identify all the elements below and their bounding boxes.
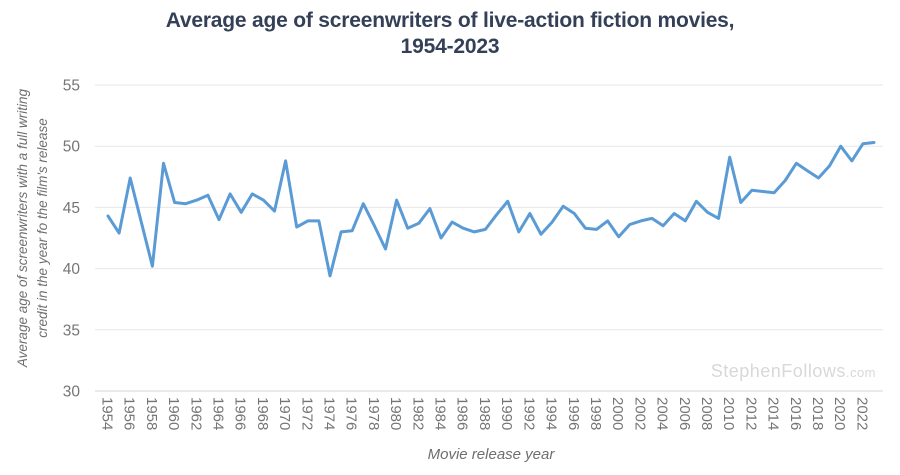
x-tick-label: 2006 <box>676 397 693 430</box>
x-tick-label: 1996 <box>565 397 582 430</box>
x-tick-label: 1982 <box>409 397 426 430</box>
x-tick-label: 2002 <box>631 397 648 430</box>
x-tick-label: 2022 <box>853 397 870 430</box>
chart-title-line1: Average age of screenwriters of live-act… <box>165 9 735 32</box>
gridlines <box>95 84 883 392</box>
x-tick-label: 1990 <box>498 397 515 430</box>
y-tick-label: 55 <box>63 78 80 95</box>
x-tick-label: 1964 <box>210 397 227 430</box>
x-tick-label: 1958 <box>143 397 160 430</box>
x-tick-label: 1986 <box>454 397 471 430</box>
y-tick-labels: 30 35 40 45 50 55 <box>63 78 81 401</box>
x-tick-label: 2014 <box>765 397 782 430</box>
x-tick-label: 2012 <box>742 397 759 430</box>
y-axis-label-line1: Average age of screenwriters with a full… <box>15 88 30 368</box>
x-tick-label: 1966 <box>232 397 249 430</box>
x-tick-label: 1954 <box>99 397 116 430</box>
y-tick-label: 40 <box>63 261 81 278</box>
x-tick-labels: 1954 1956 1958 1960 1962 1964 1966 1968 1970 1972… <box>99 397 871 430</box>
watermark-suffix: .com <box>845 365 876 380</box>
watermark: StephenFollows.com <box>711 361 876 382</box>
x-tick-label: 1980 <box>387 397 404 430</box>
x-tick-label: 1984 <box>432 397 449 430</box>
x-tick-label: 1962 <box>187 397 204 430</box>
y-tick-label: 30 <box>63 384 81 401</box>
x-tick-label: 1978 <box>365 397 382 430</box>
x-tick-label: 1970 <box>276 397 293 430</box>
x-tick-label: 1960 <box>165 397 182 430</box>
y-axis-label: Average age of screenwriters with a full… <box>13 58 53 398</box>
y-tick-label: 45 <box>63 200 80 217</box>
x-tick-label: 1994 <box>543 397 560 430</box>
y-axis-label-line2: credit in the year fo the film's release <box>35 118 50 338</box>
watermark-main: StephenFollows <box>710 361 846 381</box>
x-tick-label: 1968 <box>254 397 271 430</box>
y-tick-label: 50 <box>63 139 81 156</box>
x-axis-label: Movie release year <box>427 446 555 463</box>
x-tick-label: 2016 <box>787 397 804 430</box>
chart-title: Average age of screenwriters of live-act… <box>0 8 900 61</box>
x-tick-label: 1998 <box>587 397 604 430</box>
x-tick-label: 2020 <box>831 397 848 430</box>
data-line <box>106 141 876 278</box>
x-tick-label: 1956 <box>121 397 138 430</box>
x-tick-label: 1974 <box>321 397 338 430</box>
x-tick-label: 2018 <box>809 397 826 430</box>
x-tick-label: 2000 <box>609 397 626 430</box>
x-tick-label: 2008 <box>698 397 715 430</box>
x-tick-label: 2004 <box>654 397 671 430</box>
x-tick-label: 1972 <box>298 397 315 430</box>
y-tick-label: 35 <box>63 322 80 339</box>
x-tick-label: 1976 <box>343 397 360 430</box>
x-tick-label: 2010 <box>720 397 737 430</box>
chart-title-line2: 1954-2023 <box>400 35 500 59</box>
x-tick-label: 1988 <box>476 397 493 430</box>
x-tick-label: 1992 <box>520 397 537 430</box>
